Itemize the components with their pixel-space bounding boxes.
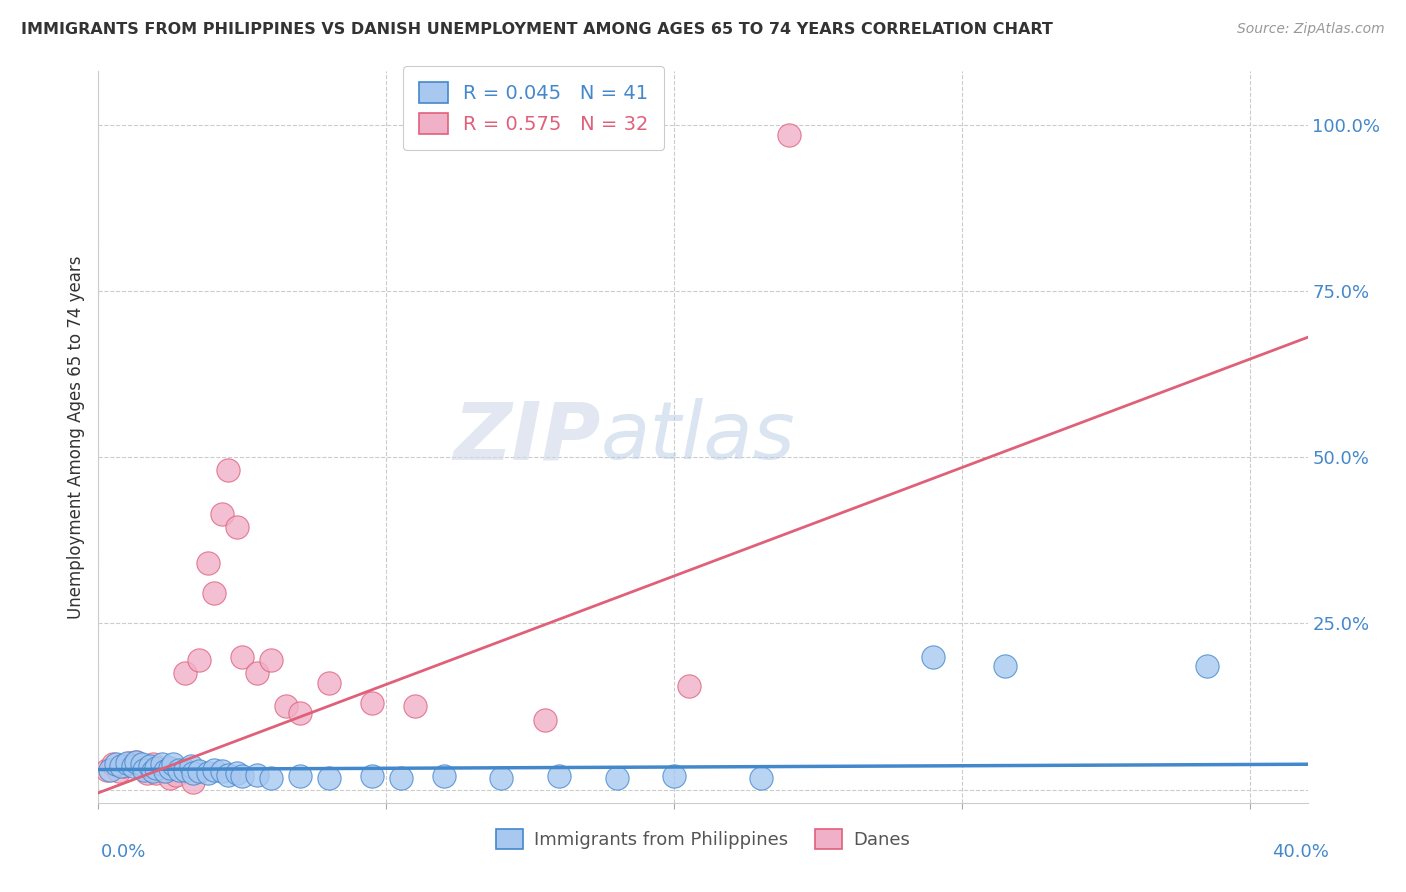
Point <box>153 764 176 778</box>
Point <box>404 699 426 714</box>
Point <box>288 706 311 720</box>
Point <box>361 696 384 710</box>
Point <box>389 771 412 785</box>
Point <box>606 771 628 785</box>
Text: IMMIGRANTS FROM PHILIPPINES VS DANISH UNEMPLOYMENT AMONG AGES 65 TO 74 YEARS COR: IMMIGRANTS FROM PHILIPPINES VS DANISH UN… <box>21 22 1053 37</box>
Point <box>136 765 159 780</box>
Point <box>491 771 513 785</box>
Point <box>231 769 253 783</box>
Point <box>183 774 205 789</box>
Y-axis label: Unemployment Among Ages 65 to 74 years: Unemployment Among Ages 65 to 74 years <box>66 255 84 619</box>
Point <box>173 666 195 681</box>
Point <box>134 763 156 777</box>
Point <box>778 128 800 142</box>
Point <box>115 756 138 770</box>
Point <box>994 659 1017 673</box>
Point <box>260 771 283 785</box>
Point <box>231 649 253 664</box>
Point <box>678 680 700 694</box>
Point <box>107 764 129 778</box>
Point <box>98 763 121 777</box>
Point <box>288 769 311 783</box>
Point <box>197 765 219 780</box>
Point <box>122 759 145 773</box>
Point <box>274 699 297 714</box>
Point <box>548 769 571 783</box>
Point <box>104 757 127 772</box>
Point <box>183 765 205 780</box>
Text: ZIP: ZIP <box>453 398 600 476</box>
Point <box>211 507 233 521</box>
Point <box>139 759 162 773</box>
Point <box>131 761 153 775</box>
Text: 40.0%: 40.0% <box>1272 843 1329 861</box>
Point <box>197 557 219 571</box>
Point <box>101 757 124 772</box>
Point <box>125 755 148 769</box>
Point <box>922 649 945 664</box>
Point <box>145 765 167 780</box>
Point <box>188 653 211 667</box>
Point <box>96 763 118 777</box>
Point <box>533 713 555 727</box>
Point <box>318 676 340 690</box>
Text: 0.0%: 0.0% <box>101 843 146 861</box>
Point <box>110 759 132 773</box>
Point <box>433 769 456 783</box>
Text: atlas: atlas <box>600 398 794 476</box>
Point <box>188 764 211 778</box>
Point <box>142 757 165 772</box>
Point <box>246 666 269 681</box>
Point <box>246 768 269 782</box>
Text: Source: ZipAtlas.com: Source: ZipAtlas.com <box>1237 22 1385 37</box>
Legend: Immigrants from Philippines, Danes: Immigrants from Philippines, Danes <box>489 822 917 856</box>
Point <box>217 463 239 477</box>
Point <box>225 520 247 534</box>
Point <box>150 763 173 777</box>
Point <box>159 771 181 785</box>
Point <box>159 761 181 775</box>
Point <box>217 768 239 782</box>
Point <box>112 759 135 773</box>
Point <box>202 586 225 600</box>
Point <box>173 763 195 777</box>
Point <box>180 759 202 773</box>
Point <box>167 763 190 777</box>
Point <box>318 771 340 785</box>
Point <box>749 771 772 785</box>
Point <box>162 757 184 772</box>
Point <box>211 764 233 778</box>
Point <box>664 769 686 783</box>
Point <box>260 653 283 667</box>
Point <box>125 755 148 769</box>
Point <box>150 757 173 772</box>
Point <box>131 757 153 772</box>
Point <box>202 763 225 777</box>
Point <box>165 768 187 782</box>
Point <box>120 756 142 770</box>
Point <box>361 769 384 783</box>
Point <box>142 764 165 778</box>
Point <box>225 765 247 780</box>
Point <box>145 761 167 775</box>
Point <box>1195 659 1218 673</box>
